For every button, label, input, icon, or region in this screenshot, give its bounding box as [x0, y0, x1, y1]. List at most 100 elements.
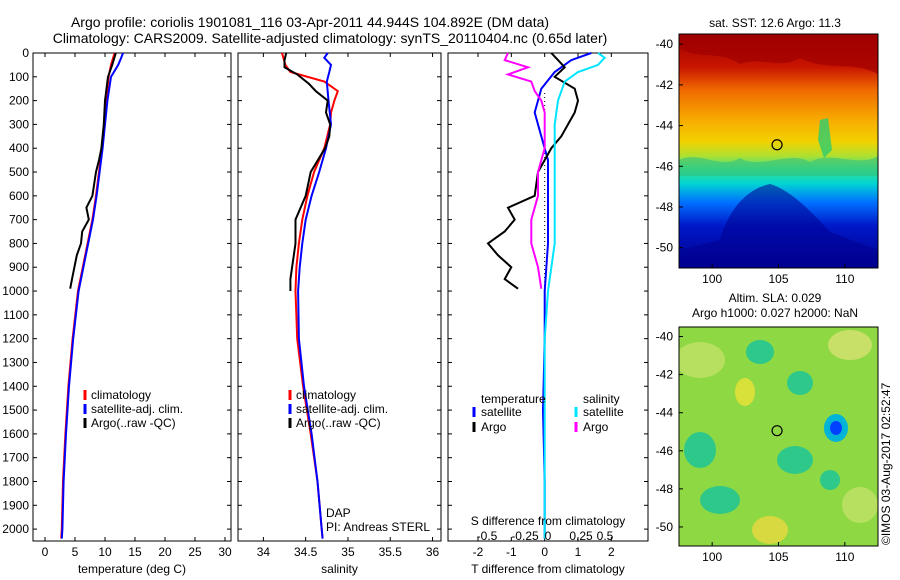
depth-tick-label: 1600 — [2, 427, 29, 441]
map-y-tick-label: -42 — [656, 368, 674, 382]
legend-entry: satellite-adj. clim. — [91, 402, 183, 416]
difference-panel: -2 -1 0 1 2 T difference from climatology temp… — [447, 52, 649, 576]
series-line-satellite-adj-clim- — [297, 52, 333, 539]
temperature-plot-frame — [32, 52, 232, 542]
legend-entry: satellite — [481, 405, 522, 419]
x-tick-label: 35.5 — [379, 545, 403, 559]
depth-tick-label: 1100 — [3, 308, 29, 322]
depth-tick-label: 900 — [9, 260, 29, 274]
salinity-panel: 34 34.5 35 35.5 36 salinity climatologysatelli… — [237, 52, 442, 576]
depth-tick-label: 1000 — [2, 284, 29, 298]
legend-entry: Argo(..raw -QC) — [91, 416, 176, 430]
x-tick-label: 0 — [541, 545, 548, 559]
sst-map-panel: sat. SST: 12.6 Argo: 11.3 100 105 110 -40 -4… — [656, 16, 879, 286]
sla-map-subtitle: Argo h1000: 0.027 h2000: NaN — [692, 306, 858, 320]
map-y-tick-label: -46 — [656, 159, 674, 173]
map-y-tick-label: -48 — [656, 200, 674, 214]
map-y-tick-label: -40 — [656, 37, 674, 51]
sst-map-field — [679, 34, 878, 268]
s-difference-tick-label: 0.25 — [569, 529, 593, 543]
depth-tick-label: 1400 — [2, 379, 29, 393]
sla-map-field — [679, 327, 878, 546]
depth-tick-label: 800 — [9, 236, 29, 250]
series-line-climatology — [60, 52, 116, 539]
figure-title-line1: Argo profile: coriolis 1901081_116 03-Ap… — [71, 14, 549, 30]
temperature-panel: 0100200300400500600700800900100011001200… — [2, 46, 232, 576]
x-tick-label: 10 — [98, 545, 112, 559]
s-difference-tick-label: 0 — [545, 529, 552, 543]
series-line-argo-raw-qc- — [69, 52, 117, 289]
legend-entry: Argo — [481, 420, 507, 434]
map-y-tick-label: -44 — [656, 406, 674, 420]
imos-credit: ©IMOS 03-Aug-2017 02:52:47 — [879, 382, 893, 545]
depth-tick-label: 2000 — [2, 522, 29, 536]
map-y-tick-label: -50 — [656, 241, 674, 255]
dap-annotation: DAP — [326, 506, 351, 520]
s-difference-label: S difference from climatology — [471, 514, 626, 528]
x-tick-label: 5 — [72, 545, 79, 559]
depth-tick-label: 300 — [9, 117, 29, 131]
sst-map-title: sat. SST: 12.6 Argo: 11.3 — [709, 16, 841, 30]
depth-tick-label: 1200 — [2, 332, 29, 346]
s-difference-tick-label: 0.5 — [597, 529, 614, 543]
depth-tick-label: 600 — [9, 189, 29, 203]
depth-tick-label: 500 — [9, 165, 29, 179]
map-x-tick-label: 105 — [768, 272, 788, 286]
legend-entry: climatology — [296, 388, 356, 402]
sla-map-title: Altim. SLA: 0.029 — [729, 291, 822, 305]
x-tick-label: -2 — [473, 545, 484, 559]
argo-location-marker — [771, 425, 783, 437]
salinity-plot-frame — [237, 52, 442, 542]
depth-tick-label: 100 — [9, 70, 29, 84]
legend-entry: climatology — [91, 388, 151, 402]
x-tick-label: 30 — [218, 545, 232, 559]
argo-location-marker — [771, 139, 783, 151]
map-x-tick-label: 110 — [835, 550, 854, 564]
map-y-tick-label: -44 — [656, 119, 674, 133]
series-line-temperature-satellite — [533, 52, 592, 539]
legend-entry: Argo(..raw -QC) — [296, 416, 381, 430]
differences-plot-frame — [447, 52, 649, 542]
series-line-satellite-adj-clim- — [60, 52, 124, 539]
series-line-argo-raw-qc- — [283, 52, 332, 291]
depth-tick-label: 1300 — [2, 355, 29, 369]
depth-tick-label: 1900 — [2, 498, 29, 512]
salinity-legend-header: salinity — [583, 392, 620, 406]
map-y-tick-label: -46 — [656, 444, 674, 458]
salinity-x-label: salinity — [321, 562, 358, 576]
series-line-temperature-argo — [486, 52, 580, 290]
x-tick-label: 1 — [575, 545, 582, 559]
x-tick-label: 15 — [128, 545, 142, 559]
depth-tick-label: 0 — [22, 46, 29, 60]
x-tick-label: 36 — [426, 545, 440, 559]
legend-entry: satellite — [583, 405, 624, 419]
x-tick-label: 34 — [257, 545, 271, 559]
legend-entry: satellite-adj. clim. — [296, 402, 388, 416]
series-line-salinity-satellite — [543, 52, 607, 539]
x-tick-label: 25 — [188, 545, 202, 559]
sla-map-panel: Altim. SLA: 0.029 Argo h1000: 0.027 h200… — [656, 291, 879, 564]
legend-entry: Argo — [583, 420, 609, 434]
x-tick-label: 2 — [608, 545, 615, 559]
temperature-x-label: temperature (deg C) — [78, 562, 186, 576]
x-tick-label: -1 — [506, 545, 517, 559]
series-line-salinity-argo — [503, 52, 546, 289]
pi-annotation: PI: Andreas STERL — [326, 520, 430, 534]
map-y-tick-label: -48 — [656, 482, 674, 496]
map-y-tick-label: -50 — [656, 520, 674, 534]
depth-tick-label: 400 — [9, 141, 29, 155]
x-tick-label: 0 — [42, 545, 49, 559]
map-x-tick-label: 100 — [702, 272, 722, 286]
x-tick-label: 35 — [341, 545, 355, 559]
map-x-tick-label: 105 — [768, 550, 788, 564]
depth-tick-label: 200 — [9, 94, 29, 108]
map-x-tick-label: 110 — [835, 272, 854, 286]
map-y-tick-label: -42 — [656, 78, 674, 92]
map-x-tick-label: 100 — [702, 550, 722, 564]
x-tick-label: 20 — [158, 545, 172, 559]
depth-tick-label: 1500 — [2, 403, 29, 417]
depth-tick-label: 1800 — [2, 474, 29, 488]
s-difference-tick-label: -0.5 — [477, 529, 498, 543]
temperature-legend-header: temperature — [481, 392, 546, 406]
